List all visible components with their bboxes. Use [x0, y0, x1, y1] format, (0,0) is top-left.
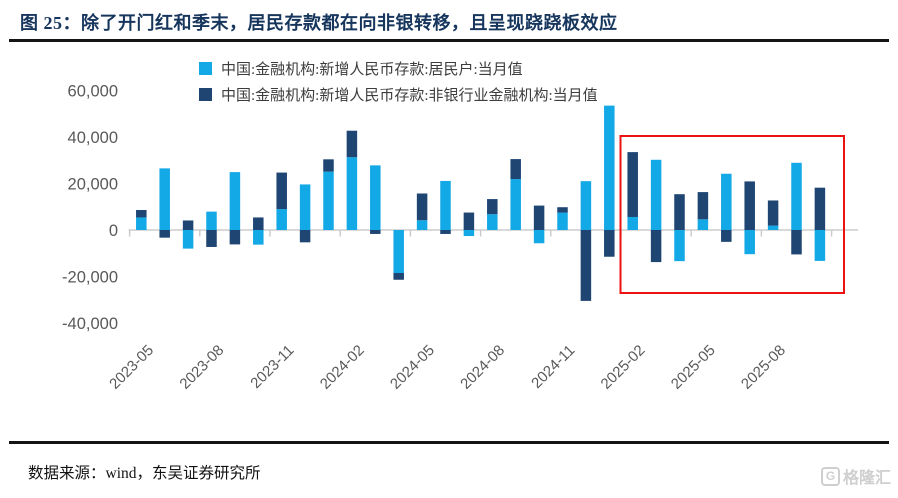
y-axis-tick-label: 20,000 [68, 176, 118, 194]
x-axis-tick-label: 2025-05 [668, 342, 719, 393]
bar-segment-nonbank-2024-05 [416, 193, 428, 221]
bar-segment-nonbank-2024-01 [323, 159, 334, 172]
footer-divider [9, 441, 889, 444]
bar-segment-household-2023-11 [276, 209, 287, 230]
x-axis-tick-label: 2024-11 [528, 342, 578, 392]
legend-item-nonbank: 中国:金融机构:新增人民币存款:非银行业金融机构:当月值 [199, 84, 598, 105]
bar-segment-household-2025-07 [744, 230, 755, 255]
gelonghui-logo: G 格隆汇 [820, 464, 891, 488]
bar-segment-household-2024-03 [370, 165, 381, 230]
bar-segment-nonbank-2024-12 [580, 230, 592, 301]
highlight-box [619, 135, 845, 294]
bar-segment-household-2024-10 [533, 230, 545, 244]
bar-segment-household-2025-05 [697, 219, 709, 230]
y-axis-tick-label: 40,000 [68, 129, 118, 147]
x-axis-tick-label: 2024-02 [317, 342, 368, 393]
legend-item-household: 中国:金融机构:新增人民币存款:居民户:当月值 [199, 58, 598, 79]
y-axis-tick-label: 60,000 [68, 83, 118, 101]
bar-segment-household-2023-12 [299, 184, 311, 230]
bar-segment-nonbank-2025-05 [697, 192, 709, 220]
bar-segment-household-2025-04 [674, 230, 685, 262]
bar-segment-household-2023-09 [229, 172, 241, 230]
bar-segment-household-2025-02 [627, 216, 638, 230]
bar-segment-nonbank-2023-06 [159, 230, 170, 238]
x-axis-tick-label: 2023-08 [176, 342, 227, 393]
bar-segment-household-2024-02 [346, 157, 358, 230]
gelonghui-logo-icon: G [820, 466, 840, 486]
bar-segment-household-2024-05 [416, 220, 428, 230]
bar-segment-nonbank-2023-09 [229, 230, 241, 245]
bar-segment-household-2025-09 [791, 162, 802, 230]
bar-segment-household-2025-03 [650, 159, 662, 230]
chart-legend: 中国:金融机构:新增人民币存款:居民户:当月值 中国:金融机构:新增人民币存款:… [199, 58, 598, 105]
title-divider [9, 39, 889, 42]
bar-segment-nonbank-2023-11 [276, 172, 287, 210]
legend-label-household: 中国:金融机构:新增人民币存款:居民户:当月值 [221, 62, 523, 78]
x-axis-tick-label: 2024-08 [457, 342, 508, 393]
bar-segment-nonbank-2025-07 [744, 181, 755, 230]
gelonghui-logo-text: 格隆汇 [842, 470, 891, 487]
bar-segment-household-2024-06 [440, 180, 451, 230]
y-axis-tick-label: -40,000 [62, 315, 118, 333]
bar-segment-nonbank-2025-08 [767, 200, 779, 226]
bar-segment-nonbank-2023-12 [299, 230, 311, 243]
bar-segment-household-2024-09 [510, 179, 521, 230]
bar-segment-household-2024-01 [323, 171, 334, 230]
data-source: 数据来源：wind，东吴证券研究所 [28, 465, 261, 482]
legend-label-nonbank: 中国:金融机构:新增人民币存款:非银行业金融机构:当月值 [221, 88, 598, 104]
bar-segment-nonbank-2024-10 [533, 205, 545, 230]
bar-segment-nonbank-2025-09 [791, 230, 802, 255]
bar-segment-household-2023-06 [159, 168, 170, 230]
bar-segment-nonbank-2024-11 [557, 207, 568, 213]
bar-segment-household-2025-08 [767, 225, 779, 230]
bar-segment-household-2024-04 [393, 230, 404, 274]
bar-segment-nonbank-2023-05 [136, 210, 147, 218]
bar-segment-household-2025-01 [604, 105, 615, 230]
bar-segment-nonbank-2024-07 [463, 212, 475, 230]
bar-segment-household-2023-05 [136, 217, 147, 230]
legend-swatch-nonbank-icon [199, 88, 212, 101]
bar-segment-household-2024-07 [463, 230, 475, 237]
bar-segment-nonbank-2025-03 [650, 230, 662, 263]
bar-segment-nonbank-2024-02 [346, 130, 358, 158]
bar-segment-household-2023-10 [253, 230, 264, 245]
bar-segment-nonbank-2024-09 [510, 159, 521, 180]
bar-segment-nonbank-2023-07 [182, 220, 194, 230]
bar-segment-nonbank-2024-03 [370, 230, 381, 234]
y-axis-tick-label: 0 [109, 222, 118, 240]
x-axis-tick-label: 2024-05 [387, 342, 438, 393]
bar-segment-household-2025-06 [721, 173, 732, 230]
bar-segment-nonbank-2023-10 [253, 217, 264, 230]
bar-segment-nonbank-2023-08 [206, 230, 217, 247]
bar-segment-nonbank-2024-08 [487, 199, 498, 215]
bar-segment-nonbank-2024-06 [440, 230, 451, 234]
x-axis-tick-label: 2023-11 [247, 342, 297, 392]
bar-segment-household-2024-12 [580, 181, 592, 230]
bar-segment-nonbank-2025-04 [674, 194, 685, 230]
x-axis-tick-label: 2025-08 [738, 342, 789, 393]
bar-segment-nonbank-2025-10 [814, 187, 826, 230]
bar-segment-household-2023-08 [206, 211, 217, 230]
x-axis-tick-label: 2023-05 [106, 342, 157, 393]
bar-segment-household-2023-07 [182, 230, 194, 249]
bar-segment-nonbank-2025-06 [721, 230, 732, 242]
bar-segment-household-2025-10 [814, 230, 826, 261]
legend-swatch-household-icon [199, 62, 212, 75]
y-axis-tick-label: -20,000 [62, 269, 118, 287]
figure-title: 图 25：除了开门红和季末，居民存款都在向非银转移，且呈现跷跷板效应 [20, 13, 618, 33]
bar-segment-nonbank-2024-04 [393, 273, 404, 280]
stacked-bar-chart: 60,000 40,000 20,000 0 -20,000 -40,000 2023-05… [62, 83, 858, 393]
bar-segment-nonbank-2025-01 [604, 230, 615, 257]
bar-segment-household-2024-11 [557, 212, 568, 230]
x-axis-tick-label: 2025-02 [598, 342, 649, 393]
bar-segment-household-2024-08 [487, 214, 498, 230]
bar-segment-nonbank-2025-02 [627, 152, 638, 217]
